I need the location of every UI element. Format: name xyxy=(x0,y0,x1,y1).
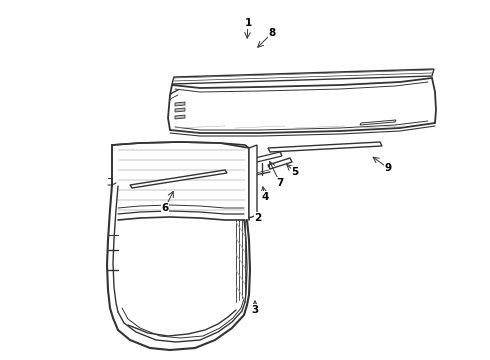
Polygon shape xyxy=(249,145,257,218)
Polygon shape xyxy=(175,102,185,106)
Polygon shape xyxy=(175,115,185,119)
Polygon shape xyxy=(255,152,282,162)
Text: 6: 6 xyxy=(161,203,169,213)
Text: 1: 1 xyxy=(245,18,252,28)
Text: 8: 8 xyxy=(269,28,275,38)
Text: 2: 2 xyxy=(254,213,262,223)
Polygon shape xyxy=(175,108,185,112)
Polygon shape xyxy=(130,170,227,188)
Text: 4: 4 xyxy=(261,192,269,202)
Polygon shape xyxy=(268,142,382,152)
Text: 3: 3 xyxy=(251,305,259,315)
Polygon shape xyxy=(172,69,434,84)
Polygon shape xyxy=(360,120,396,125)
Text: 7: 7 xyxy=(276,178,284,188)
Polygon shape xyxy=(268,158,292,169)
Text: 5: 5 xyxy=(292,167,298,177)
Text: 9: 9 xyxy=(385,163,392,173)
